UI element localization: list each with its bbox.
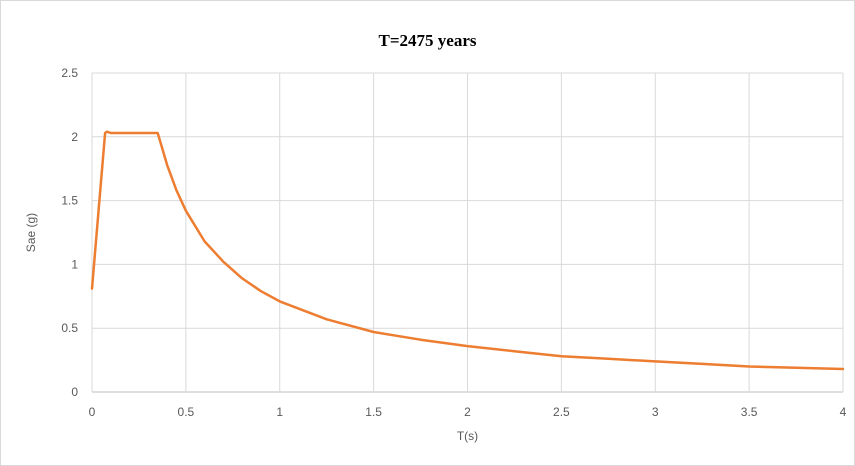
y-tick-label: 0 — [71, 385, 78, 399]
y-tick-label: 1 — [71, 257, 78, 271]
y-tick-label: 2 — [71, 130, 78, 144]
y-axis-label: Sae (g) — [24, 213, 38, 252]
x-tick-label: 2.5 — [553, 405, 570, 419]
y-tick-label: 1.5 — [61, 194, 78, 208]
y-axis-ticks: 0 0.5 1 1.5 2 2.5 — [61, 66, 78, 399]
x-tick-label: 4 — [840, 405, 847, 419]
x-tick-label: 1.5 — [365, 405, 382, 419]
x-tick-label: 0 — [89, 405, 96, 419]
series-line — [90, 130, 845, 371]
y-tick-label: 2.5 — [61, 66, 78, 80]
grid-lines — [91, 72, 844, 393]
x-tick-label: 0.5 — [178, 405, 195, 419]
series-layer — [90, 130, 845, 371]
y-tick-label: 0.5 — [61, 321, 78, 335]
x-tick-label: 3 — [652, 405, 659, 419]
x-tick-label: 3.5 — [741, 405, 758, 419]
x-tick-label: 1 — [276, 405, 283, 419]
x-axis-ticks: 0 0.5 1 1.5 2 2.5 3 3.5 4 — [89, 405, 847, 419]
x-tick-label: 2 — [464, 405, 471, 419]
x-axis-label: T(s) — [457, 429, 478, 443]
chart-title: T=2475 years — [378, 31, 477, 50]
